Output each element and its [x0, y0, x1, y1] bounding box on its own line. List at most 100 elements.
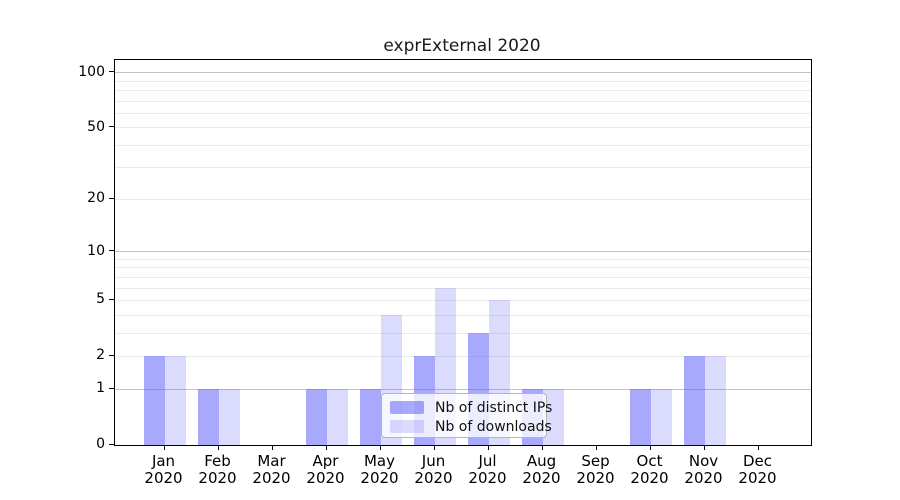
minor-gridline: [115, 80, 811, 82]
x-axis-tick-label: Oct 2020: [610, 453, 690, 487]
x-label-year: 2020: [144, 469, 183, 487]
y-axis-tick: [109, 250, 114, 251]
minor-gridline: [115, 332, 811, 334]
x-axis-tick: [433, 445, 435, 450]
minor-gridline: [115, 299, 811, 301]
minor-gridline: [115, 258, 811, 260]
x-axis-tick-label: Feb 2020: [178, 453, 258, 487]
x-label-year: 2020: [252, 469, 291, 487]
minor-gridline: [115, 112, 811, 114]
y-axis-tick-label: 20: [87, 190, 105, 207]
y-axis-tick-label: 50: [87, 118, 105, 135]
minor-gridline: [115, 198, 811, 200]
x-axis-tick-label: Dec 2020: [718, 453, 798, 487]
x-label-month: Oct: [636, 452, 663, 470]
x-axis-tick: [541, 445, 543, 450]
y-axis-tick-label: 0: [96, 436, 105, 452]
bar-ips-nov: [683, 356, 705, 445]
x-axis-tick: [757, 445, 759, 450]
y-axis-tick-label: 10: [87, 242, 105, 259]
y-axis-tick: [109, 71, 114, 73]
bar-downloads-feb: [218, 389, 240, 445]
x-label-year: 2020: [414, 469, 453, 487]
legend-label: Nb of distinct IPs: [435, 399, 553, 416]
x-axis-tick: [271, 445, 273, 450]
x-label-year: 2020: [198, 469, 237, 487]
x-label-month: Jul: [478, 452, 497, 470]
x-axis-tick-label: Jul 2020: [448, 453, 528, 487]
legend-swatch-downloads: [390, 420, 424, 433]
y-axis-tick: [109, 298, 114, 300]
bar-ips-may: [359, 389, 381, 445]
x-axis-tick-label: Aug 2020: [502, 453, 582, 487]
x-axis-tick-label: Sep 2020: [556, 453, 636, 487]
x-axis-tick-label: Jun 2020: [394, 453, 474, 487]
minor-gridline: [115, 355, 811, 357]
x-label-year: 2020: [630, 469, 669, 487]
y-axis-tick-label: 2: [96, 347, 105, 364]
minor-gridline: [115, 267, 811, 269]
x-axis-tick: [487, 445, 489, 450]
x-label-month: Dec: [742, 452, 773, 470]
bar-downloads-nov: [704, 356, 726, 445]
bar-downloads-oct: [650, 389, 672, 445]
bar-ips-oct: [629, 389, 651, 445]
plot-area: [114, 59, 812, 446]
chart-title: exprExternal 2020: [383, 36, 541, 56]
x-label-year: 2020: [684, 469, 723, 487]
x-label-month: Apr: [312, 452, 339, 470]
x-axis-tick-label: Mar 2020: [232, 453, 312, 487]
major-gridline: [115, 388, 811, 390]
legend: Nb of distinct IPs Nb of downloads: [381, 393, 552, 438]
x-label-month: Jan: [151, 452, 176, 470]
y-axis-tick: [109, 126, 114, 128]
minor-gridline: [115, 127, 811, 129]
x-label-month: Mar: [257, 452, 286, 470]
legend-row: Nb of downloads: [382, 417, 552, 436]
y-axis-tick: [109, 197, 114, 199]
x-label-year: 2020: [306, 469, 345, 487]
legend-swatch-ips: [390, 401, 424, 414]
minor-gridline: [115, 100, 811, 102]
legend-row: Nb of distinct IPs: [382, 398, 552, 417]
minor-gridline: [115, 314, 811, 316]
x-label-month: Nov: [688, 452, 719, 470]
major-gridline: [115, 251, 811, 252]
x-axis-tick: [649, 445, 651, 450]
x-label-year: 2020: [576, 469, 615, 487]
bar-downloads-jan: [164, 356, 186, 445]
x-label-month: Aug: [526, 452, 557, 470]
bar-ips-jan: [143, 356, 165, 445]
minor-gridline: [115, 167, 811, 169]
x-axis-tick: [163, 445, 165, 450]
x-axis-tick: [217, 445, 219, 450]
y-axis-tick-label: 100: [78, 63, 105, 80]
x-label-month: May: [363, 452, 395, 470]
x-axis-tick-label: Apr 2020: [286, 453, 366, 487]
x-label-month: Jun: [421, 452, 446, 470]
y-axis-tick-label: 5: [96, 291, 105, 308]
x-axis-tick: [595, 445, 597, 450]
major-gridline: [115, 72, 811, 74]
x-axis-tick-label: May 2020: [340, 453, 420, 487]
x-axis-tick: [325, 445, 327, 450]
x-axis-tick-label: Nov 2020: [664, 453, 744, 487]
bar-ips-apr: [305, 389, 327, 445]
x-label-year: 2020: [738, 469, 777, 487]
x-label-year: 2020: [468, 469, 507, 487]
minor-gridline: [115, 287, 811, 289]
x-label-month: Sep: [581, 452, 610, 470]
x-label-month: Feb: [204, 452, 231, 470]
y-axis-tick: [109, 387, 114, 389]
x-label-year: 2020: [360, 469, 399, 487]
bar-downloads-apr: [326, 389, 348, 445]
bar-downloads-aug: [542, 389, 564, 445]
legend-label: Nb of downloads: [435, 418, 552, 435]
bar-ips-feb: [197, 389, 219, 445]
y-axis-tick: [109, 443, 114, 445]
x-axis-tick: [379, 445, 381, 450]
x-label-year: 2020: [522, 469, 561, 487]
minor-gridline: [115, 89, 811, 91]
x-axis-tick-label: Jan 2020: [124, 453, 204, 487]
